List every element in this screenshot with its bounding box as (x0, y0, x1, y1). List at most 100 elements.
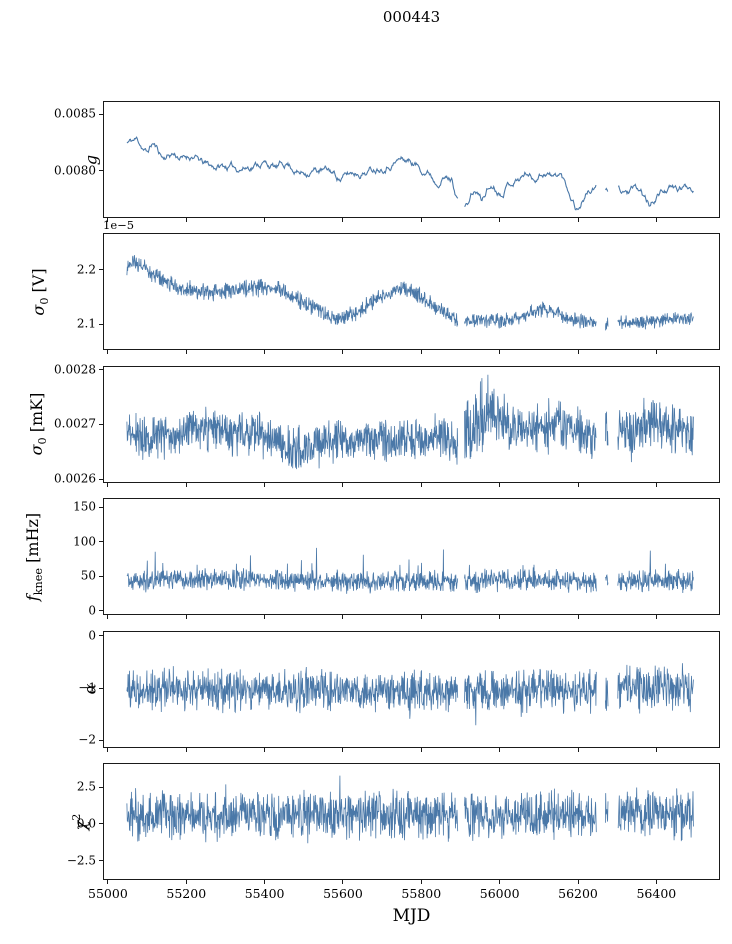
y-tick (99, 541, 103, 543)
x-tick (185, 350, 187, 355)
x-tick-label: 55000 (88, 886, 128, 901)
y-tick (99, 478, 103, 480)
x-tick (342, 350, 344, 355)
plot-area-sigma0-mk (126, 374, 694, 469)
x-tick-label: 55800 (401, 886, 442, 901)
x-tick (185, 615, 187, 620)
x-tick (577, 615, 579, 620)
y-tick-label: 100 (73, 534, 96, 549)
x-tick (655, 218, 657, 222)
y-tick (99, 786, 103, 788)
plot-panel-sigma0-volts: 2.1 2.2 1e−5 (77, 218, 720, 355)
y-axis-label-fknee: fknee [mHz] (22, 512, 46, 601)
y-tick (99, 269, 103, 271)
y-tick-label: 0.0 (76, 816, 96, 831)
x-tick (420, 880, 422, 884)
x-tick (420, 482, 422, 487)
y-tick-label: 0.0027 (54, 416, 96, 431)
x-tick (655, 482, 657, 487)
x-tick (185, 747, 187, 752)
x-tick (655, 350, 657, 355)
y-axis-label-sigma0-mk: σ0 [mK] (26, 392, 50, 456)
x-tick (264, 615, 266, 620)
x-tick (342, 615, 344, 620)
x-tick-label: 56200 (558, 886, 598, 901)
y-tick-label: 2.1 (76, 316, 96, 331)
x-tick (185, 880, 187, 884)
y-tick (99, 113, 103, 115)
y-tick-label: −1 (78, 680, 96, 695)
x-tick (264, 218, 266, 222)
x-tick (655, 880, 657, 884)
y-tick-label: 0.0085 (54, 106, 96, 121)
x-tick (420, 350, 422, 355)
y-tick (99, 423, 103, 425)
y-tick (99, 823, 103, 825)
x-tick (499, 482, 501, 487)
series-line-sigma0-mk (126, 374, 694, 469)
x-tick (264, 747, 266, 752)
x-tick (264, 880, 266, 884)
plot-panel-g: 0.0080 0.0085 (54, 101, 720, 222)
x-tick-label: 56400 (636, 886, 677, 901)
x-tick (420, 747, 422, 752)
x-tick (499, 218, 501, 222)
y-tick-label: 0.0080 (54, 162, 96, 177)
x-tick (342, 880, 344, 884)
y-tick (99, 575, 103, 577)
y-tick-label: 0 (88, 628, 96, 643)
y-tick-label: 50 (80, 568, 96, 583)
x-tick (342, 747, 344, 752)
x-tick-label: 56000 (479, 886, 520, 901)
x-tick (342, 218, 344, 222)
y-axis-label-sigma0-volts: σ0 [V] (28, 268, 52, 316)
x-tick-label: 55200 (166, 886, 207, 901)
x-tick (499, 615, 501, 620)
y-tick (99, 506, 103, 508)
plot-area-sigma0-volts (126, 255, 694, 331)
y-tick (99, 860, 103, 862)
x-tick (420, 218, 422, 222)
x-tick (107, 482, 109, 487)
y-tick (99, 323, 103, 325)
x-tick-label: 55600 (323, 886, 363, 901)
x-tick (499, 350, 501, 355)
x-tick (655, 615, 657, 620)
y-axis-label-chi2: χ2 (69, 813, 91, 830)
y-axis-label-g: g (81, 154, 101, 165)
x-tick (577, 350, 579, 355)
plot-area-fknee (126, 548, 694, 595)
series-line-sigma0-volts (126, 255, 694, 331)
series-line-alpha (126, 662, 694, 725)
x-tick (577, 880, 579, 884)
chart-title: 000443 (382, 8, 441, 26)
x-tick (655, 747, 657, 752)
x-tick (577, 482, 579, 487)
plot-area-g (126, 136, 694, 211)
y-axis-label-alpha: α (80, 683, 100, 695)
x-tick (107, 747, 109, 752)
x-tick (577, 747, 579, 752)
plot-panel-alpha: 0 −1 −2 (78, 628, 720, 752)
y-tick-label: 0.0026 (54, 471, 96, 486)
y-tick (99, 170, 103, 172)
x-tick (499, 747, 501, 752)
x-tick (264, 350, 266, 355)
series-line-chi2 (126, 775, 694, 844)
y-tick-label: 2.5 (76, 779, 96, 794)
series-line-g (126, 136, 694, 211)
x-tick (107, 218, 109, 222)
x-tick-label: 55400 (244, 886, 285, 901)
plot-panel-fknee: 0 50 100 150 (73, 498, 720, 620)
x-tick (577, 218, 579, 222)
plot-area-alpha (126, 662, 694, 725)
x-tick (499, 880, 501, 884)
plot-panel-sigma0-mk: 0.0026 0.0027 0.0028 (54, 362, 720, 487)
y-tick (99, 635, 103, 637)
y-tick (99, 369, 103, 371)
series-line-fknee (126, 548, 694, 595)
x-tick (342, 482, 344, 487)
x-tick (264, 482, 266, 487)
y-tick-label: 0 (88, 602, 96, 617)
